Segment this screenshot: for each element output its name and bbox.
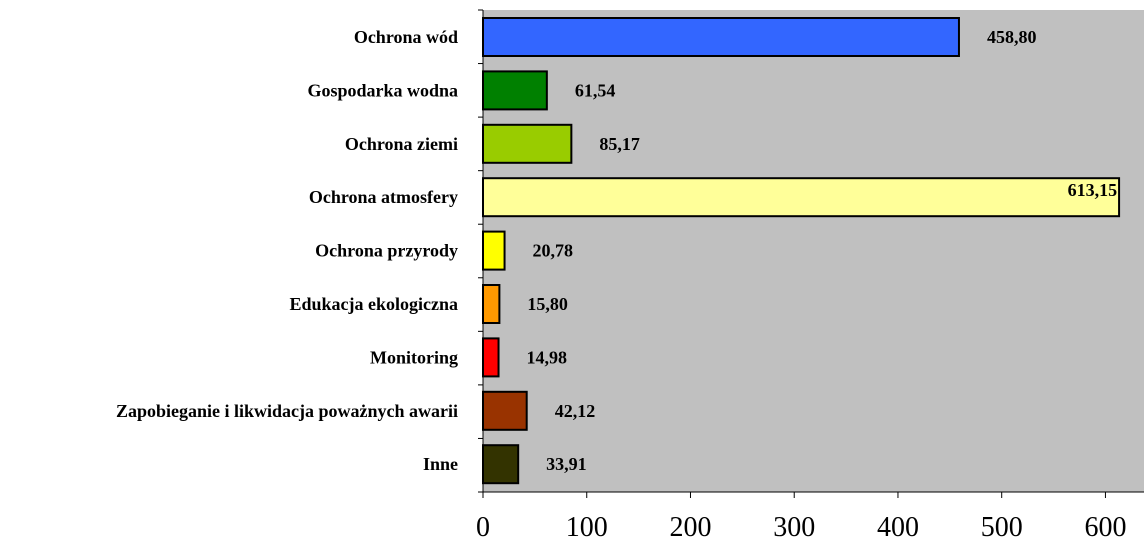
bars-group xyxy=(482,17,1121,485)
x-tick-labels: 0 100 200 300 400 500 600 xyxy=(476,512,1126,543)
value-label: 42,12 xyxy=(555,401,596,421)
value-label: 85,17 xyxy=(599,134,640,154)
category-label: Edukacja ekologiczna xyxy=(289,294,458,314)
axes-group xyxy=(478,9,1144,498)
value-label: 33,91 xyxy=(546,454,587,474)
value-label: 61,54 xyxy=(575,80,616,100)
category-labels: Ochrona wód Gospodarka wodna Ochrona ziemi… xyxy=(116,27,458,474)
bar xyxy=(482,284,501,324)
x-tick-label: 400 xyxy=(877,512,919,543)
bar xyxy=(482,17,960,57)
value-label: 14,98 xyxy=(527,347,568,367)
value-label: 15,80 xyxy=(527,294,568,314)
bar xyxy=(482,444,520,485)
value-labels: 458,80 61,54 85,17 613,15 20,78 15,80 14,98 42,… xyxy=(527,27,1118,474)
category-label: Monitoring xyxy=(370,347,458,367)
category-label: Ochrona atmosfery xyxy=(309,187,458,207)
bar xyxy=(482,337,500,378)
category-label: Inne xyxy=(423,454,458,474)
category-label: Ochrona ziemi xyxy=(345,134,458,154)
category-label: Ochrona wód xyxy=(354,27,458,47)
x-tick-label: 200 xyxy=(669,512,711,543)
value-label: 458,80 xyxy=(987,27,1037,47)
value-label: 20,78 xyxy=(533,241,574,261)
value-label: 613,15 xyxy=(1068,180,1118,200)
x-tick-label: 300 xyxy=(773,512,815,543)
plot-area xyxy=(483,10,1144,492)
bar xyxy=(482,390,528,431)
category-label: Gospodarka wodna xyxy=(307,80,458,100)
bar xyxy=(482,230,506,271)
category-label: Zapobieganie i likwidacja poważnych awar… xyxy=(116,401,458,421)
x-tick-label: 600 xyxy=(1084,512,1126,543)
x-tick-label: 500 xyxy=(981,512,1023,543)
x-tick-label: 0 xyxy=(476,512,490,543)
x-tick-label: 100 xyxy=(566,512,608,543)
bar xyxy=(482,123,573,164)
category-label: Ochrona przyrody xyxy=(315,241,458,261)
bar xyxy=(482,70,548,111)
bar xyxy=(482,177,1121,218)
